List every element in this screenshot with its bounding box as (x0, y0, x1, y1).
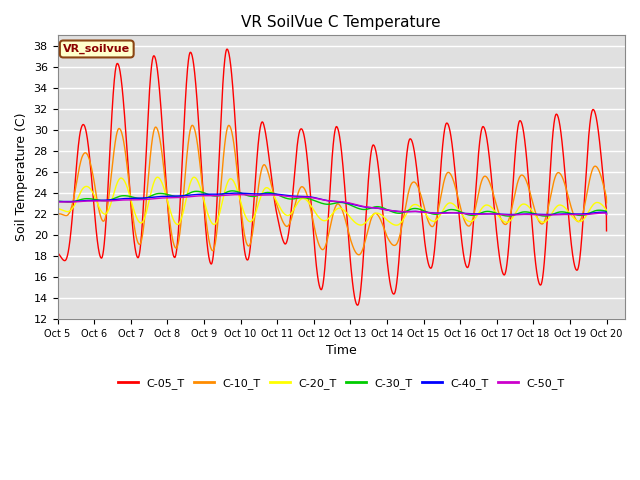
C-30_T (54, 198, 61, 204)
C-05_T (603, 228, 611, 234)
C-20_T (116, 175, 124, 181)
C-40_T (603, 211, 611, 217)
Line: C-10_T: C-10_T (58, 125, 607, 255)
C-30_T (264, 190, 272, 195)
C-50_T (236, 192, 243, 198)
C-05_T (288, 199, 296, 205)
C-40_T (264, 191, 272, 197)
C-50_T (116, 197, 124, 203)
C-50_T (533, 212, 541, 217)
C-05_T (264, 148, 272, 154)
C-20_T (149, 183, 157, 189)
C-40_T (116, 196, 124, 202)
C-50_T (544, 212, 552, 218)
C-30_T (116, 193, 124, 199)
Line: C-50_T: C-50_T (58, 195, 607, 215)
Line: C-40_T: C-40_T (58, 193, 607, 215)
C-05_T (592, 114, 600, 120)
C-50_T (603, 212, 611, 217)
C-05_T (533, 271, 541, 276)
C-30_T (288, 196, 296, 202)
C-10_T (592, 164, 600, 169)
C-10_T (54, 212, 61, 217)
C-05_T (223, 46, 231, 52)
C-05_T (149, 55, 157, 61)
C-20_T (592, 200, 600, 205)
C-05_T (116, 69, 124, 75)
C-10_T (116, 126, 124, 132)
C-10_T (188, 122, 196, 128)
C-30_T (541, 213, 549, 219)
Legend: C-05_T, C-10_T, C-20_T, C-30_T, C-40_T, C-50_T: C-05_T, C-10_T, C-20_T, C-30_T, C-40_T, … (113, 373, 569, 393)
C-20_T (54, 206, 61, 212)
C-20_T (154, 174, 161, 180)
C-30_T (149, 192, 157, 198)
Title: VR SoilVue C Temperature: VR SoilVue C Temperature (241, 15, 441, 30)
C-20_T (264, 185, 272, 191)
C-50_T (288, 194, 296, 200)
C-20_T (533, 215, 541, 221)
C-40_T (543, 212, 550, 217)
C-50_T (264, 192, 272, 198)
C-10_T (149, 133, 157, 139)
C-40_T (288, 193, 296, 199)
C-30_T (603, 211, 611, 216)
Line: C-20_T: C-20_T (58, 177, 607, 225)
Text: VR_soilvue: VR_soilvue (63, 44, 131, 54)
C-05_T (354, 302, 362, 308)
C-05_T (54, 250, 61, 255)
Y-axis label: Soil Temperature (C): Soil Temperature (C) (15, 113, 28, 241)
C-50_T (54, 199, 61, 205)
C-10_T (264, 170, 272, 176)
X-axis label: Time: Time (326, 344, 356, 357)
C-20_T (392, 222, 400, 228)
C-50_T (592, 211, 600, 216)
C-40_T (235, 190, 243, 196)
C-30_T (592, 208, 600, 214)
C-20_T (603, 211, 611, 216)
C-10_T (355, 252, 363, 258)
C-40_T (533, 211, 541, 217)
C-30_T (228, 188, 236, 194)
C-30_T (533, 212, 541, 217)
Line: C-30_T: C-30_T (58, 191, 607, 216)
C-20_T (288, 209, 296, 215)
C-10_T (533, 214, 541, 220)
C-50_T (149, 196, 157, 202)
C-40_T (592, 210, 600, 216)
C-10_T (603, 200, 611, 205)
C-40_T (54, 199, 61, 204)
C-40_T (149, 194, 157, 200)
C-10_T (288, 214, 296, 219)
Line: C-05_T: C-05_T (58, 49, 607, 305)
